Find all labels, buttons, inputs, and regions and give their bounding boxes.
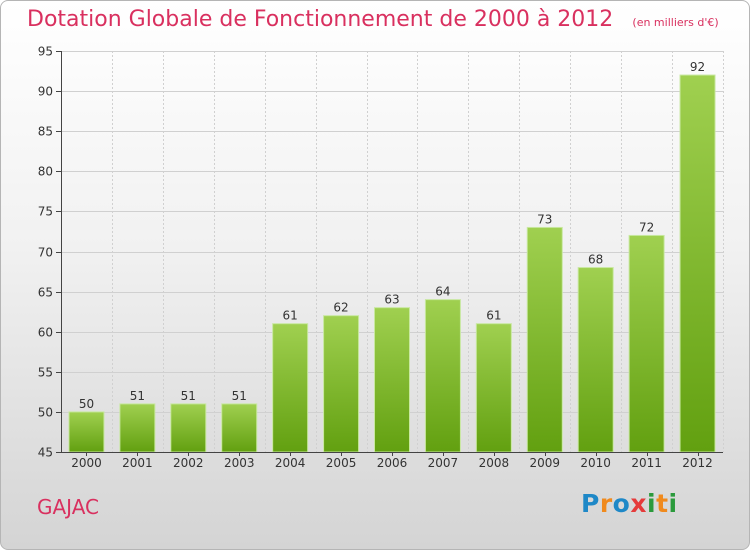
x-tick-label: 2004: [275, 456, 306, 470]
x-tick-label: 2002: [173, 456, 204, 470]
y-tick-label: 50: [38, 406, 53, 420]
x-tick-label: 2009: [529, 456, 560, 470]
bar: [323, 315, 360, 453]
logo-letter: r: [599, 489, 613, 518]
data-label: 73: [537, 212, 552, 226]
data-label: 72: [639, 220, 654, 234]
logo-letter: x: [630, 489, 647, 518]
y-tick-label: 85: [38, 125, 53, 139]
y-tick-label: 65: [38, 286, 53, 300]
y-tick-label: 70: [38, 246, 53, 260]
x-tick-label: 2012: [682, 456, 713, 470]
logo-letter: o: [612, 489, 631, 518]
data-label: 68: [588, 253, 603, 267]
data-label: 62: [333, 301, 348, 315]
y-tick-label: 60: [38, 326, 53, 340]
y-tick-label: 90: [38, 85, 53, 99]
bar: [272, 323, 309, 453]
x-tick-label: 2000: [71, 456, 102, 470]
proxiti-logo: Proxiti: [581, 489, 678, 518]
data-label: 61: [486, 309, 501, 323]
data-label: 51: [181, 389, 196, 403]
bar: [221, 403, 258, 453]
y-tick-label: 45: [38, 446, 53, 460]
bar: [679, 74, 716, 453]
x-tick-label: 2010: [580, 456, 611, 470]
title-main: Dotation Globale de Fonctionnement de 20…: [27, 7, 614, 32]
commune-name: GAJAC: [37, 495, 100, 519]
axes: 45 50 55 60 65 70 75 80 85 90 95 2000 2001 2002 2003 20…: [38, 45, 723, 470]
bar: [374, 307, 410, 453]
bar: [68, 411, 105, 453]
logo-letter: i: [647, 489, 657, 518]
data-label: 61: [283, 309, 298, 323]
bars: 50 51 51 51 61 62 63 64 61 73 68 72 92: [68, 60, 716, 453]
data-label: 64: [435, 285, 450, 299]
bar: [526, 226, 563, 453]
x-tick-label: 2001: [122, 456, 153, 470]
x-tick-label: 2005: [326, 456, 357, 470]
data-label: 92: [690, 60, 705, 74]
bar: [628, 234, 665, 453]
bar: [424, 299, 461, 453]
y-tick-label: 80: [38, 165, 53, 179]
bar: [170, 403, 207, 453]
x-tick-label: 2011: [631, 456, 662, 470]
bar: [475, 323, 512, 453]
data-label: 50: [79, 397, 94, 411]
x-tick-label: 2006: [377, 456, 408, 470]
y-tick-label: 75: [38, 205, 53, 219]
bar: [119, 403, 156, 453]
x-tick-label: 2007: [428, 456, 459, 470]
logo-letter: i: [668, 489, 678, 518]
data-label: 63: [384, 293, 399, 307]
data-label: 51: [130, 389, 145, 403]
y-tick-label: 95: [38, 45, 53, 59]
title-unit: (en milliers d'€): [632, 16, 719, 29]
x-tick-label: 2008: [479, 456, 510, 470]
chart-title: Dotation Globale de Fonctionnement de 20…: [27, 7, 719, 32]
x-tick-label: 2003: [224, 456, 255, 470]
logo-letter: t: [656, 489, 669, 518]
logo-letter: P: [581, 489, 600, 518]
y-tick-label: 55: [38, 366, 53, 380]
data-label: 51: [232, 389, 247, 403]
bar: [577, 267, 614, 453]
